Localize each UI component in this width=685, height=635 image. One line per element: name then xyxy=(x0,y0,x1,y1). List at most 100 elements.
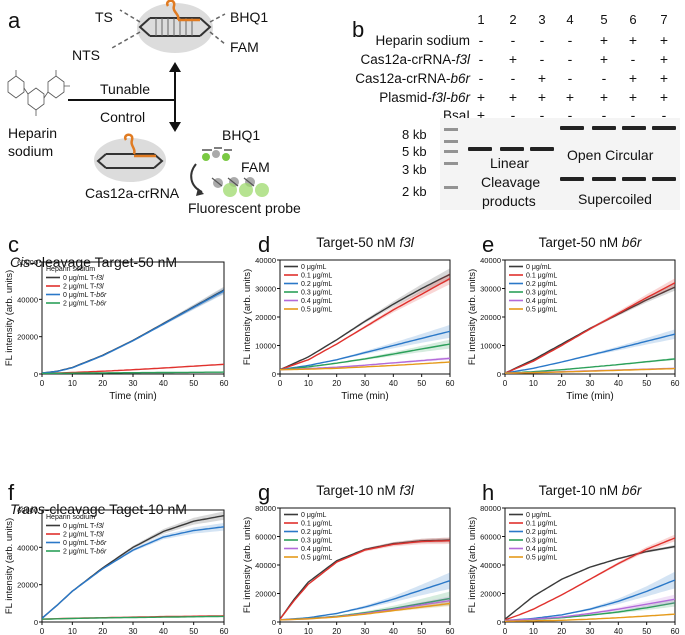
x-tick-label: 30 xyxy=(361,627,370,635)
lane-number-3: 3 xyxy=(538,12,545,27)
gel-bands xyxy=(444,126,676,189)
x-tick-label: 50 xyxy=(189,379,198,388)
legend-entry-3: 0.3 μg/mL xyxy=(526,538,557,545)
panel-g-letter: g xyxy=(258,480,270,505)
series-band-3 xyxy=(505,598,675,621)
x-tick-label: 30 xyxy=(586,379,595,388)
y-tick-label: 0 xyxy=(497,370,501,379)
legend-entry-2: 0.2 μg/mL xyxy=(301,529,332,536)
y-tick-label: 40000 xyxy=(255,561,276,570)
legend-entry-1-text: 2 μg/mL T- xyxy=(63,284,97,291)
chart-f-title-text: -cleavage Taget-10 nM xyxy=(45,501,187,517)
legend-entry-1: 2 μg/mL T-f3l xyxy=(63,284,104,291)
ladder-band xyxy=(444,128,458,131)
series-band-2 xyxy=(505,571,675,621)
chart-h: h Target-10 nM b6r 0 10 20 30 40 50 60 0 20000 4000… xyxy=(467,480,680,635)
legend-entry-2-italic-tail: b6r xyxy=(96,540,107,547)
y-tick-label: 20000 xyxy=(17,581,38,590)
x-tick-label: 60 xyxy=(446,627,455,635)
condition-mark-1-2: - xyxy=(540,51,545,67)
y-tick-label: 0 xyxy=(272,618,276,627)
legend-entry-4-text: 0.4 μg/mL xyxy=(301,546,332,553)
x-tick-label: 60 xyxy=(671,379,680,388)
x-tick-label: 60 xyxy=(671,627,680,635)
series-line-1 xyxy=(280,277,450,371)
x-tick-label: 30 xyxy=(129,627,138,635)
x-axis-label: Time (min) xyxy=(341,391,388,402)
chart-d-title-italic-tail: f3l xyxy=(400,235,415,250)
chart-h-title-text: Target-10 nM xyxy=(539,483,622,498)
x-tick-label: 10 xyxy=(304,627,313,635)
fluorescent-probe-icon xyxy=(190,147,269,197)
chart-f-title-italic: Trans xyxy=(10,501,45,517)
legend-entry-4-text: 0.4 μg/mL xyxy=(526,546,557,553)
legend-entry-2-text: 0.2 μg/mL xyxy=(301,529,332,536)
chart-h-legend: 0 μg/mL 0.1 μg/mL0.2 μg/mL 0.3 μg/mL0.4 μg… xyxy=(509,512,557,562)
series-line-2 xyxy=(505,333,675,374)
y-tick-label: 20000 xyxy=(480,590,501,599)
legend-entry-1-text: 0.1 μg/mL xyxy=(526,273,557,280)
condition-mark-4-2: - xyxy=(540,107,545,123)
annotation-supercoiled: Supercoiled xyxy=(578,191,652,207)
nts-label: NTS xyxy=(72,47,100,63)
series-line-0 xyxy=(280,273,450,371)
panel-f-letter: f xyxy=(8,480,15,505)
y-tick-label: 0 xyxy=(272,370,276,379)
x-tick-label: 0 xyxy=(503,379,508,388)
legend-entry-2: 0 μg/mL T-b6r xyxy=(63,292,107,299)
condition-label-2-text: Cas12a-crRNA- xyxy=(355,71,450,86)
condition-mark-0-0: - xyxy=(479,32,484,48)
legend-entry-2: 0 μg/mL T-b6r xyxy=(63,540,107,547)
condition-mark-2-2: + xyxy=(538,70,546,86)
y-tick-label: 0 xyxy=(497,618,501,627)
condition-mark-4-1: - xyxy=(511,107,516,123)
condition-mark-2-0: - xyxy=(479,70,484,86)
chart-e-title-text: Target-50 nM xyxy=(539,235,622,250)
panel-a: a TS NTS BHQ1 FAM Heparin sodium xyxy=(7,0,301,216)
x-tick-label: 40 xyxy=(614,627,623,635)
y-tick-label: 30000 xyxy=(480,285,501,294)
condition-mark-1-1: + xyxy=(509,51,517,67)
cas12a-crrna-label: Cas12a-crRNA xyxy=(85,185,180,201)
y-tick-label: 30000 xyxy=(255,285,276,294)
panel-d-letter: d xyxy=(258,232,270,257)
condition-label-3-italic-tail: f3l-b6r xyxy=(432,90,471,105)
control-label: Control xyxy=(100,109,145,125)
condition-mark-4-4: - xyxy=(602,107,607,123)
condition-label-2-italic-tail: b6r xyxy=(450,71,470,86)
ladder-8kb: 8 kb xyxy=(402,127,427,142)
x-axis-label: Time (min) xyxy=(109,391,156,402)
y-axis-label: FL intensity (arb. units) xyxy=(242,517,253,613)
x-tick-label: 30 xyxy=(361,379,370,388)
condition-mark-3-2: + xyxy=(538,89,546,105)
y-tick-label: 80000 xyxy=(255,504,276,513)
condition-mark-0-3: - xyxy=(568,32,573,48)
chart-g-legend: 0 μg/mL 0.1 μg/mL0.2 μg/mL 0.3 μg/mL0.4 μg… xyxy=(284,512,332,562)
linear-band xyxy=(468,147,492,151)
heparin-label-line1: Heparin xyxy=(8,125,57,141)
legend-entry-5-text: 0.5 μg/mL xyxy=(526,307,557,314)
series-line-3 xyxy=(42,615,224,620)
chart-c-series xyxy=(42,286,224,374)
condition-label-0-text: Heparin sodium xyxy=(375,33,470,48)
x-tick-label: 20 xyxy=(332,627,341,635)
series-line-3 xyxy=(505,358,675,374)
x-tick-label: 10 xyxy=(529,627,538,635)
x-tick-label: 50 xyxy=(189,627,198,635)
supercoiled-band xyxy=(652,177,676,181)
series-line-2 xyxy=(280,330,450,371)
condition-mark-3-6: + xyxy=(660,89,668,105)
legend-entry-4-text: 0.4 μg/mL xyxy=(526,298,557,305)
condition-mark-1-4: + xyxy=(600,51,608,67)
chart-g: g Target-10 nM f3l 0 10 20 30 40 50 60 0 20000 4000… xyxy=(242,480,455,635)
y-tick-label: 80000 xyxy=(480,504,501,513)
series-band-0 xyxy=(280,268,450,370)
series-line-0 xyxy=(505,545,675,620)
lane-number-1: 1 xyxy=(477,12,484,27)
legend-entry-3-text: 0.3 μg/mL xyxy=(301,290,332,297)
y-tick-label: 20000 xyxy=(255,313,276,322)
condition-mark-0-1: - xyxy=(511,32,516,48)
y-tick-label: 40000 xyxy=(17,543,38,552)
